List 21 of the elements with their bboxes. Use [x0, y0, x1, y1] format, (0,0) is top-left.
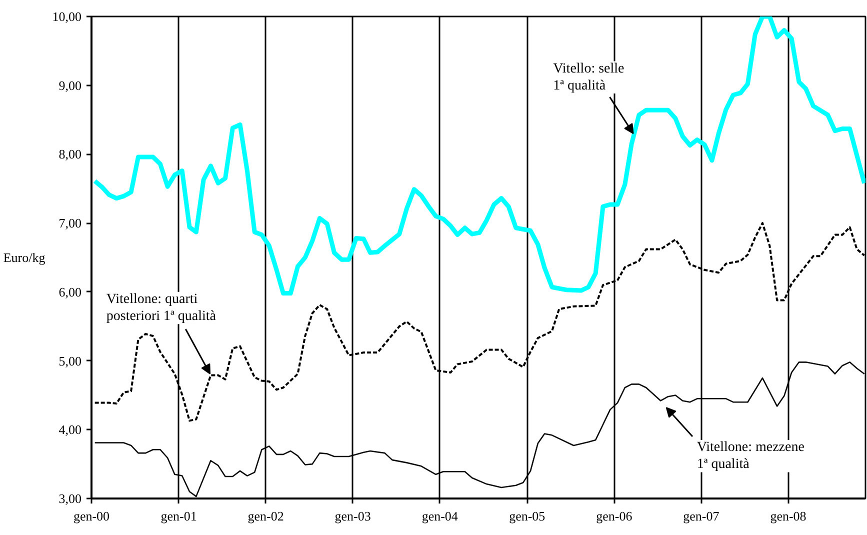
y-tick-label: 6,00	[58, 284, 82, 300]
x-tick-label: gen-04	[422, 508, 458, 524]
y-tick-label: 8,00	[58, 146, 82, 162]
text: Vitellone: quarti posteriori 1ª qualità	[106, 292, 217, 324]
series-label: Vitello: selle 1ª qualità	[553, 61, 624, 94]
y-tick-label: 7,00	[58, 216, 82, 231]
y-tick-label: 4,00	[58, 422, 82, 438]
y-tick-label: 9,00	[58, 78, 82, 93]
x-tick-label: gen-02	[248, 508, 284, 524]
y-axis-title: Euro/kg	[3, 250, 46, 265]
x-tick-label: gen-07	[683, 508, 720, 524]
x-tick-label: gen-06	[596, 508, 633, 524]
text: Vitellone: mezzene 1ª qualità	[696, 440, 804, 472]
x-tick-label: gen-05	[509, 508, 546, 524]
y-tick-label: 5,00	[58, 353, 82, 368]
x-tick-label: gen-00	[73, 508, 110, 524]
y-tick-label: 3,00	[58, 491, 82, 506]
x-tick-label: gen-01	[160, 508, 197, 524]
x-tick-label: gen-03	[334, 508, 371, 524]
x-tick-label: gen-08	[770, 508, 806, 524]
y-tick-label: 10,00	[52, 9, 82, 24]
